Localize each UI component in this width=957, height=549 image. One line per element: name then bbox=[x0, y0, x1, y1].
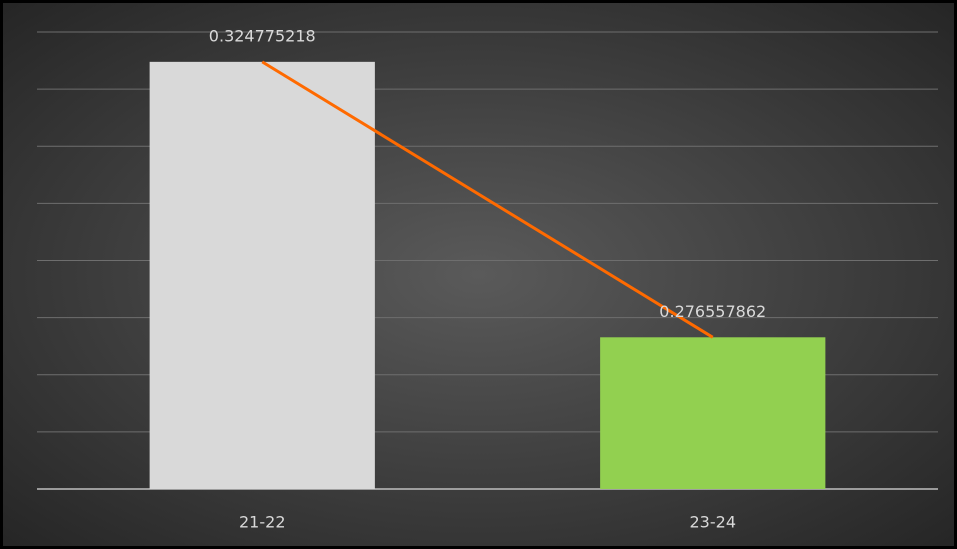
x-tick-label: 21-22 bbox=[239, 513, 286, 532]
data-label: 0.276557862 bbox=[659, 302, 766, 321]
trend-line bbox=[261, 60, 714, 339]
bar bbox=[600, 337, 826, 489]
x-tick-label: 23-24 bbox=[690, 513, 737, 532]
bar bbox=[149, 61, 375, 490]
data-label: 0.324775218 bbox=[209, 26, 316, 45]
